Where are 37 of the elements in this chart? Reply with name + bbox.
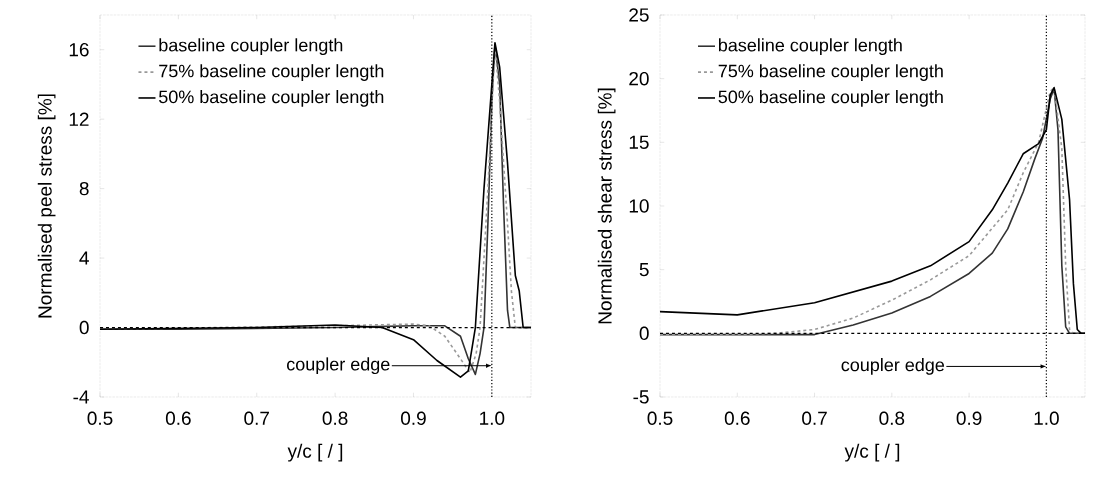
x-tick-label: 1.0 (1034, 411, 1059, 425)
y-tick-label: 25 (629, 8, 649, 22)
y-axis-title: Normalised shear stress [%] (597, 88, 616, 324)
y-tick-label: 15 (629, 135, 649, 149)
y-tick-label: -5 (633, 390, 649, 404)
x-axis-title: y/c [ / ] (287, 443, 343, 462)
legend-label: 75% baseline coupler length (718, 64, 943, 81)
legend-label: 50% baseline coupler length (718, 90, 943, 107)
x-tick-label: 1.0 (480, 411, 505, 425)
legend-label: 50% baseline coupler length (159, 90, 384, 107)
x-tick-label: 0.6 (165, 411, 191, 425)
y-tick-label: 16 (69, 42, 89, 57)
legend-label: baseline coupler length (159, 38, 343, 56)
y-tick-label: 4 (79, 251, 89, 265)
x-tick-label: 0.8 (879, 411, 905, 425)
y-tick-label: -4 (73, 390, 89, 404)
x-tick-label: 0.6 (724, 411, 750, 425)
x-tick-label: 0.5 (647, 411, 673, 425)
x-tick-label: 0.9 (956, 411, 982, 425)
x-tick-label: 0.8 (322, 411, 348, 425)
y-axis-title: Normalised peel stress [%] (37, 94, 56, 318)
annotation: coupler edge (287, 357, 390, 375)
annotation: coupler edge (841, 358, 945, 375)
x-axis-title: y/c [ / ] (844, 443, 900, 462)
x-tick-label: 0.5 (87, 411, 113, 425)
legend-label: baseline coupler length (718, 38, 902, 56)
y-tick-label: 5 (639, 263, 649, 277)
y-tick-label: 8 (79, 181, 89, 196)
y-tick-label: 0 (639, 326, 649, 341)
y-tick-label: 10 (629, 199, 649, 213)
x-tick-label: 0.9 (401, 411, 426, 425)
y-tick-label: 12 (69, 112, 89, 126)
y-tick-label: 20 (629, 71, 649, 86)
legend-label: 75% baseline coupler length (159, 64, 384, 81)
x-tick-label: 0.7 (244, 411, 269, 425)
x-tick-label: 0.7 (802, 411, 827, 425)
y-tick-label: 0 (79, 320, 89, 335)
